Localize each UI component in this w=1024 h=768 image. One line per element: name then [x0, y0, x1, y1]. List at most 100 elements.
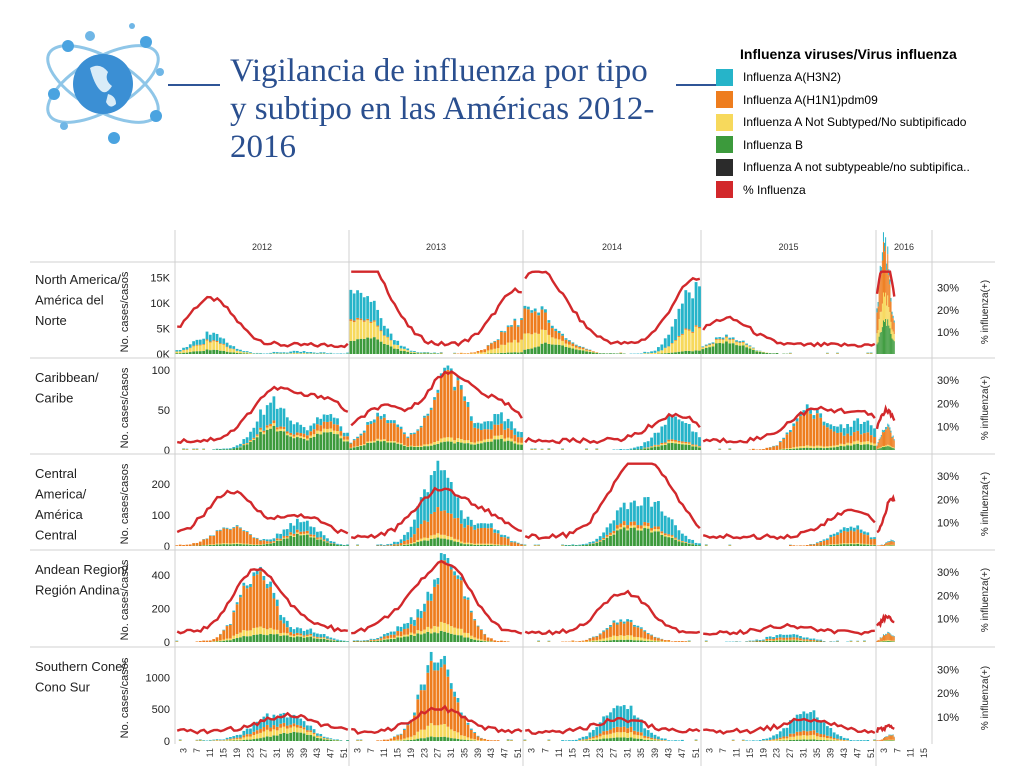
stacked-bar-segment	[239, 543, 242, 545]
stacked-bar-segment	[242, 439, 246, 444]
stacked-bar-segment	[215, 544, 219, 546]
stacked-bar-segment	[379, 331, 383, 342]
stacked-bar-segment	[409, 721, 413, 737]
stacked-bar-segment	[486, 528, 490, 544]
stacked-bar-segment	[639, 528, 643, 531]
stacked-bar-segment	[670, 352, 674, 354]
stacked-bar-segment	[846, 544, 849, 546]
stacked-bar-segment	[506, 437, 510, 441]
stacked-bar-segment	[772, 735, 775, 740]
stacked-bar-segment	[429, 593, 433, 601]
stacked-bar-segment	[738, 345, 742, 354]
stacked-bar-segment	[677, 308, 681, 336]
stacked-bar-segment	[423, 540, 426, 546]
stacked-bar-segment	[446, 477, 450, 514]
stacked-bar-segment	[605, 628, 609, 630]
stacked-bar-segment	[633, 636, 636, 641]
stacked-bar-segment	[346, 544, 349, 546]
stacked-bar-segment	[262, 576, 266, 581]
stacked-bar-segment	[208, 342, 212, 351]
stacked-bar-segment	[322, 539, 326, 541]
stacked-bar-segment	[500, 534, 503, 537]
stacked-bar-segment	[643, 448, 647, 450]
stacked-bar-segment	[657, 446, 660, 450]
stacked-bar-segment	[259, 571, 262, 627]
stacked-bar-segment	[269, 541, 272, 544]
stacked-bar-segment	[459, 739, 463, 741]
stacked-bar-segment	[708, 343, 711, 345]
stacked-bar-segment	[269, 727, 272, 732]
stacked-bar-segment	[295, 422, 299, 433]
stacked-bar-segment	[846, 433, 849, 443]
stacked-bar-segment	[393, 736, 396, 741]
stacked-bar-segment	[332, 740, 336, 741]
stacked-bar-segment	[667, 441, 671, 444]
stacked-bar-segment	[242, 636, 246, 642]
stacked-bar-segment	[463, 443, 467, 450]
stacked-bar-segment	[503, 344, 507, 353]
stacked-bar-segment	[889, 740, 891, 741]
stacked-bar-segment	[772, 640, 775, 642]
stacked-bar-segment	[289, 436, 293, 450]
stacked-bar-segment	[426, 521, 430, 538]
y2-tick-label: 10%	[937, 422, 959, 434]
stacked-bar-segment	[275, 735, 279, 741]
stacked-bar-segment	[356, 641, 359, 642]
stacked-bar-segment	[242, 739, 246, 741]
stacked-bar-segment	[285, 538, 289, 546]
stacked-bar-segment	[891, 544, 893, 546]
stacked-bar-segment	[272, 396, 276, 421]
stacked-bar-segment	[426, 665, 430, 673]
stacked-bar-segment	[500, 412, 503, 424]
stacked-bar-segment	[889, 541, 891, 543]
stacked-bar-segment	[809, 639, 812, 641]
stacked-bar-segment	[393, 740, 396, 741]
stacked-bar-segment	[302, 433, 306, 438]
stacked-bar-segment	[433, 534, 436, 539]
stacked-bar-segment	[856, 529, 860, 543]
stacked-bar-segment	[609, 523, 612, 533]
stacked-bar-segment	[242, 530, 246, 532]
stacked-bar-segment	[503, 544, 507, 546]
stacked-bar-segment	[547, 322, 551, 335]
stacked-bar-segment	[588, 351, 592, 354]
stacked-bar-segment	[493, 640, 497, 642]
stacked-bar-segment	[765, 638, 769, 641]
stacked-bar-segment	[439, 659, 443, 668]
stacked-bar-segment	[540, 329, 544, 344]
stacked-bar-segment	[866, 444, 870, 450]
stacked-bar-segment	[433, 353, 436, 354]
stacked-bar-segment	[413, 543, 416, 546]
stacked-bar-segment	[299, 636, 303, 642]
stacked-bar-segment	[252, 537, 256, 538]
stacked-bar-segment	[581, 544, 585, 546]
stacked-bar-segment	[588, 732, 592, 738]
stacked-bar-segment	[403, 348, 406, 352]
stacked-bar-segment	[486, 438, 490, 442]
stacked-bar-segment	[879, 637, 881, 642]
stacked-bar-segment	[439, 377, 443, 439]
stacked-bar-segment	[653, 640, 657, 642]
stacked-bar-segment	[419, 729, 423, 739]
stacked-bar-segment	[212, 332, 216, 341]
stacked-bar-segment	[436, 626, 440, 634]
stacked-bar-segment	[463, 718, 467, 736]
stacked-bar-segment	[259, 540, 262, 545]
stacked-bar-segment	[265, 724, 269, 730]
stacked-bar-segment	[225, 739, 229, 740]
stacked-bar-segment	[886, 446, 888, 450]
stacked-bar-segment	[626, 621, 630, 636]
stacked-bar-segment	[768, 353, 772, 354]
stacked-bar-segment	[419, 497, 423, 524]
stacked-bar-segment	[312, 423, 316, 430]
stacked-bar-segment	[878, 447, 880, 449]
stacked-bar-segment	[259, 352, 262, 354]
stacked-bar-segment	[650, 446, 653, 448]
stacked-bar-segment	[892, 734, 894, 736]
stacked-bar-segment	[701, 347, 705, 350]
stacked-bar-segment	[490, 429, 493, 439]
stacked-bar-segment	[356, 446, 359, 447]
stacked-bar-segment	[879, 332, 881, 354]
stacked-bar-segment	[463, 739, 467, 741]
stacked-bar-segment	[332, 430, 336, 434]
